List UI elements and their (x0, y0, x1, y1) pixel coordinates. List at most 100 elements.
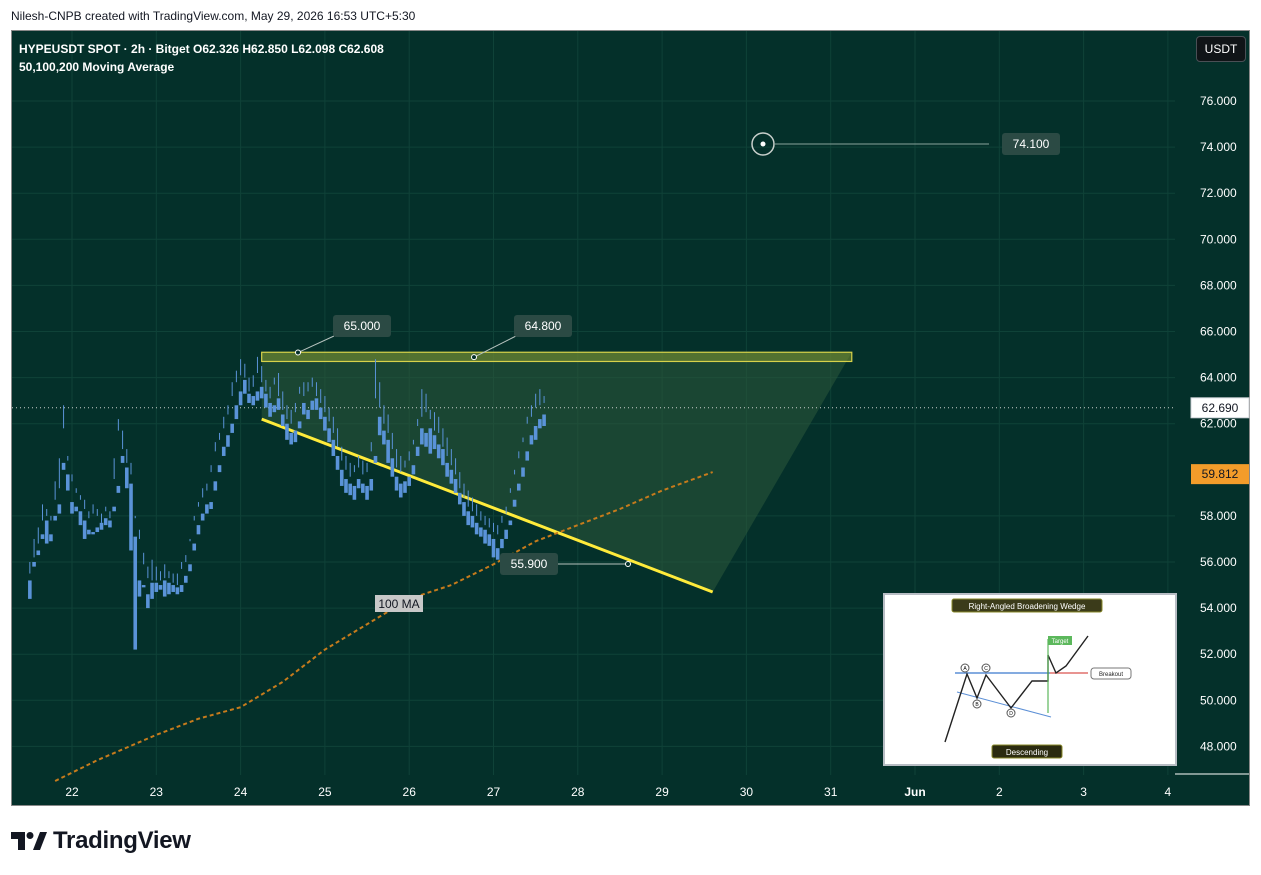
candle-body (200, 513, 205, 521)
candle-body (306, 409, 310, 420)
candle-body (154, 582, 159, 592)
annotation-648: 64.800 (525, 319, 562, 333)
candle-body (533, 426, 538, 440)
candle-body (403, 481, 407, 493)
candle-body (302, 402, 306, 415)
currency-button[interactable]: USDT (1196, 36, 1246, 62)
candle-body (28, 580, 32, 599)
candle-body (40, 534, 45, 539)
candle-body (230, 423, 234, 433)
candle-body (108, 520, 112, 528)
candle-body (542, 414, 546, 427)
candle-body (120, 455, 125, 463)
callout-648-dot (471, 354, 477, 361)
ma-label-bg (375, 595, 423, 612)
time-axis: 22 23 24 25 26 27 28 29 30 31 Jun 2 3 4 (65, 785, 1171, 799)
candle-body (479, 527, 483, 537)
candle-body (420, 428, 424, 445)
candle-body (213, 481, 218, 491)
candle-body (293, 430, 298, 443)
time-tick-label: 2 (996, 785, 1003, 799)
candle-body (323, 416, 327, 431)
callout-648-line (473, 335, 517, 358)
time-tick-label: 26 (403, 785, 417, 799)
candle-body (411, 465, 416, 475)
annotation-559: 55.900 (511, 557, 548, 571)
candle-body (141, 585, 146, 588)
brand-logo[interactable]: TradingView (11, 826, 191, 856)
candle-body (470, 515, 475, 528)
target-dot (760, 141, 766, 147)
candle-body (356, 479, 361, 489)
candle-body (255, 391, 260, 401)
time-tick-label: 31 (824, 785, 838, 799)
candle-body (310, 400, 315, 410)
candle-body (327, 428, 331, 443)
price-tick-label: 74.000 (1200, 140, 1237, 154)
candle-body (436, 444, 441, 459)
candle-body (188, 564, 192, 572)
time-axis-background (12, 775, 1175, 805)
candle-body (158, 585, 163, 590)
annotation-741-bg (1002, 133, 1060, 155)
svg-text:Right-Angled Broadening Wedge: Right-Angled Broadening Wedge (969, 602, 1086, 611)
price-tick-label: 62.000 (1200, 417, 1237, 431)
candle-body (276, 398, 281, 410)
candle-body (394, 476, 399, 491)
candle-body (217, 465, 222, 473)
last-price-tag-bg (1190, 397, 1250, 419)
candle-body (474, 522, 479, 535)
candle-body (103, 518, 108, 526)
candle-body (495, 548, 500, 560)
candle-body (91, 532, 95, 535)
callout-65-line (297, 335, 335, 354)
candle-body (57, 504, 62, 514)
candle-body (167, 582, 171, 595)
time-tick-label: 24 (234, 785, 248, 799)
candle-body (344, 479, 348, 493)
candle-body (171, 585, 175, 592)
price-tick-label: 76.000 (1200, 94, 1237, 108)
candle-body (61, 462, 66, 470)
candle-body (504, 529, 508, 539)
candle-body (116, 485, 121, 493)
candle-body (500, 538, 504, 549)
price-tick-label: 48.000 (1200, 739, 1237, 753)
time-tick-label: 29 (655, 785, 669, 799)
candle-body (382, 430, 386, 445)
candle-body (457, 492, 462, 505)
candle-body (538, 419, 542, 429)
candle-body (398, 483, 403, 498)
candle-body (251, 396, 256, 406)
candle-body (49, 534, 53, 542)
candle-body (70, 502, 74, 514)
price-tick-label: 72.000 (1200, 186, 1237, 200)
price-tick-label: 64.000 (1200, 371, 1237, 385)
candle-body (112, 506, 116, 512)
candle-body (221, 446, 226, 456)
support-trendline (261, 417, 714, 594)
candle-body (529, 435, 534, 445)
price-chart[interactable]: 65.000 64.800 55.900 74.100 100 MA 76.000 74.… (11, 30, 1250, 806)
svg-text:C: C (984, 666, 988, 672)
price-axis: 76.000 74.000 72.000 70.000 68.000 66.000 64.0… (1175, 94, 1250, 775)
svg-text:D: D (1009, 711, 1013, 717)
time-tick-label: 25 (318, 785, 332, 799)
svg-text:A: A (963, 666, 967, 672)
time-tick-label: 27 (487, 785, 501, 799)
ma-price-tag: 59.812 (1202, 467, 1239, 481)
candle-body (441, 449, 445, 466)
candle-body (335, 455, 340, 470)
candle-body (137, 580, 142, 597)
candle-body (483, 529, 487, 544)
price-tick-label: 52.000 (1200, 647, 1237, 661)
wedge-shaded-area (261, 352, 852, 592)
candle-body (87, 529, 91, 535)
brand-name: TradingView (53, 827, 191, 854)
candle-body (516, 483, 521, 491)
tradingview-logo-icon (11, 832, 47, 850)
candle-body (192, 543, 197, 551)
candle-body (95, 527, 100, 533)
price-tick-label: 58.000 (1200, 509, 1237, 523)
candle-body (491, 538, 496, 558)
